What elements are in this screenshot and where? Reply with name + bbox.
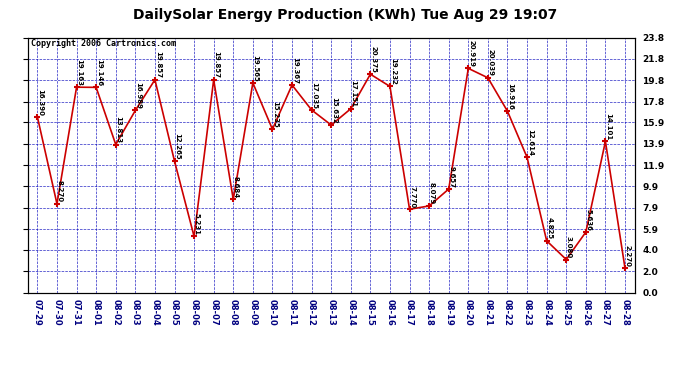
Text: 19.857: 19.857 [155,51,161,78]
Text: 8.684: 8.684 [233,176,239,198]
Text: 20.375: 20.375 [370,46,376,73]
Text: 9.657: 9.657 [448,166,455,188]
Text: 15.235: 15.235 [273,101,278,128]
Text: Copyright 2006 Cartronics.com: Copyright 2006 Cartronics.com [30,39,176,48]
Text: 17.035: 17.035 [311,82,317,109]
Text: 8.270: 8.270 [57,180,63,203]
Text: 2.270: 2.270 [624,245,631,267]
Text: 3.080: 3.080 [566,236,572,258]
Text: 20.039: 20.039 [488,50,493,76]
Text: 12.265: 12.265 [175,133,180,160]
Text: 13.813: 13.813 [115,116,121,143]
Text: 16.390: 16.390 [37,88,43,116]
Text: 7.770: 7.770 [409,186,415,208]
Text: 14.101: 14.101 [605,113,611,140]
Text: 19.163: 19.163 [77,59,82,86]
Text: 8.079: 8.079 [429,182,435,204]
Text: 19.565: 19.565 [253,55,259,81]
Text: 19.857: 19.857 [213,51,219,78]
Text: 5.231: 5.231 [194,213,200,235]
Text: 20.919: 20.919 [468,40,474,67]
Text: 19.367: 19.367 [292,57,298,84]
Text: 19.146: 19.146 [96,59,102,86]
Text: 4.825: 4.825 [546,217,553,239]
Text: 16.989: 16.989 [135,82,141,109]
Text: 5.636: 5.636 [586,209,591,231]
Text: 16.916: 16.916 [507,83,513,110]
Text: DailySolar Energy Production (KWh) Tue Aug 29 19:07: DailySolar Energy Production (KWh) Tue A… [133,8,557,21]
Text: 17.151: 17.151 [351,80,357,107]
Text: 15.632: 15.632 [331,97,337,124]
Text: 12.614: 12.614 [527,129,533,156]
Text: 19.232: 19.232 [390,58,396,85]
